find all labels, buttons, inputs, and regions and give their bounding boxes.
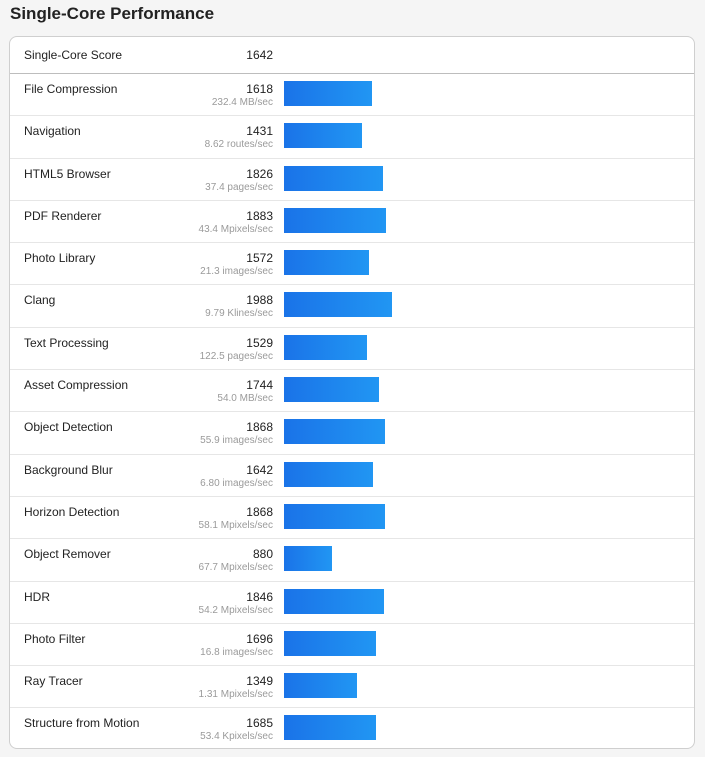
workload-rate: 53.4 Kpixels/sec <box>200 731 273 743</box>
workload-name: File Compression <box>24 82 118 96</box>
table-row: Photo Library 1572 21.3 images/sec <box>10 243 694 286</box>
score-bar <box>284 292 392 318</box>
workload-rate: 54.2 Mpixels/sec <box>198 604 273 616</box>
workload-rate: 55.9 images/sec <box>200 435 273 447</box>
workload-rate: 16.8 images/sec <box>200 646 273 658</box>
table-row: Ray Tracer 1349 1.31 Mpixels/sec <box>10 666 694 709</box>
workload-name: Clang <box>24 293 56 308</box>
single-core-score-row: Single-Core Score 1642 <box>10 37 694 74</box>
table-row: HTML5 Browser 1826 37.4 pages/sec <box>10 159 694 201</box>
workload-score: 1529 <box>246 335 273 350</box>
score-bar <box>284 207 386 233</box>
workload-score: 1988 <box>246 293 273 308</box>
table-row: Text Processing 1529 122.5 pages/sec <box>10 328 694 371</box>
workload-rate: 232.4 MB/sec <box>211 97 273 108</box>
workload-rate: 9.79 Klines/sec <box>205 308 273 320</box>
workload-rate: 43.4 Mpixels/sec <box>198 223 273 235</box>
score-bar <box>284 165 383 191</box>
benchmark-table: Single-Core Score 1642 File Compression 1… <box>9 36 695 749</box>
score-bar <box>284 630 376 656</box>
workload-name: Object Detection <box>24 420 113 435</box>
page-title: Single-Core Performance <box>10 4 215 23</box>
workload-score: 1868 <box>246 420 273 435</box>
table-row: Horizon Detection 1868 58.1 Mpixels/sec <box>10 497 694 540</box>
table-row: Object Detection 1868 55.9 images/sec <box>10 412 694 455</box>
workload-name: HDR <box>24 589 50 604</box>
benchmark-rows: File Compression 1618 232.4 MB/sec Navigati… <box>10 74 694 748</box>
workload-name: Photo Filter <box>24 631 86 646</box>
score-bar <box>284 334 367 360</box>
table-row: Background Blur 1642 6.80 images/sec <box>10 455 694 497</box>
score-bar <box>284 377 379 403</box>
workload-rate: 54.0 MB/sec <box>217 393 273 405</box>
workload-rate: 6.80 images/sec <box>200 477 273 489</box>
workload-rate: 21.3 images/sec <box>200 266 273 278</box>
workload-score: 1618 <box>246 82 273 96</box>
workload-name: HTML5 Browser <box>24 166 111 181</box>
score-label: Single-Core Score <box>24 48 123 62</box>
workload-score: 1642 <box>246 462 273 477</box>
workload-rate: 58.1 Mpixels/sec <box>198 519 273 531</box>
workload-name: Asset Compression <box>24 378 129 393</box>
workload-name: Ray Tracer <box>24 674 83 689</box>
workload-name: Navigation <box>24 124 81 139</box>
workload-score: 1349 <box>246 674 273 689</box>
table-row: Photo Filter 1696 16.8 images/sec <box>10 624 694 667</box>
workload-score: 1846 <box>246 589 273 604</box>
workload-name: Horizon Detection <box>24 504 120 519</box>
workload-rate: 1.31 Mpixels/sec <box>198 689 273 701</box>
workload-score: 1883 <box>246 208 273 223</box>
score-bar <box>284 588 384 614</box>
score-bar <box>284 715 376 741</box>
workload-rate: 8.62 routes/sec <box>204 139 273 151</box>
workload-name: Object Remover <box>24 547 111 562</box>
score-bar <box>284 419 385 445</box>
workload-score: 1868 <box>246 504 273 519</box>
workload-score: 1685 <box>246 716 273 731</box>
table-row: HDR 1846 54.2 Mpixels/sec <box>10 582 694 624</box>
score-bar <box>284 673 357 699</box>
workload-name: Photo Library <box>24 251 96 266</box>
table-row: Asset Compression 1744 54.0 MB/sec <box>10 370 694 413</box>
workload-score: 1826 <box>246 166 273 181</box>
workload-rate: 67.7 Mpixels/sec <box>198 562 273 574</box>
workload-score: 1431 <box>246 124 273 139</box>
score-bar <box>284 81 372 106</box>
workload-score: 880 <box>252 547 273 562</box>
workload-rate: 37.4 pages/sec <box>205 181 273 193</box>
workload-score: 1696 <box>246 631 273 646</box>
score-bar <box>284 461 373 487</box>
score-bar <box>284 250 369 276</box>
score-bar <box>284 503 385 529</box>
workload-score: 1572 <box>246 251 273 266</box>
table-row: Navigation 1431 8.62 routes/sec <box>10 116 694 159</box>
table-row: File Compression 1618 232.4 MB/sec <box>10 74 694 117</box>
score-value: 1642 <box>246 48 273 62</box>
table-row: Clang 1988 9.79 Klines/sec <box>10 285 694 328</box>
workload-name: PDF Renderer <box>24 208 102 223</box>
workload-name: Background Blur <box>24 462 113 477</box>
score-bar <box>284 123 362 149</box>
workload-score: 1744 <box>246 378 273 393</box>
table-row: PDF Renderer 1883 43.4 Mpixels/sec <box>10 201 694 244</box>
table-row: Object Remover 880 67.7 Mpixels/sec <box>10 539 694 582</box>
workload-rate: 122.5 pages/sec <box>199 350 273 362</box>
table-row: Structure from Motion 1685 53.4 Kpixels/se… <box>10 708 694 748</box>
workload-name: Structure from Motion <box>24 716 140 731</box>
workload-name: Text Processing <box>24 335 109 350</box>
score-bar <box>284 546 332 572</box>
